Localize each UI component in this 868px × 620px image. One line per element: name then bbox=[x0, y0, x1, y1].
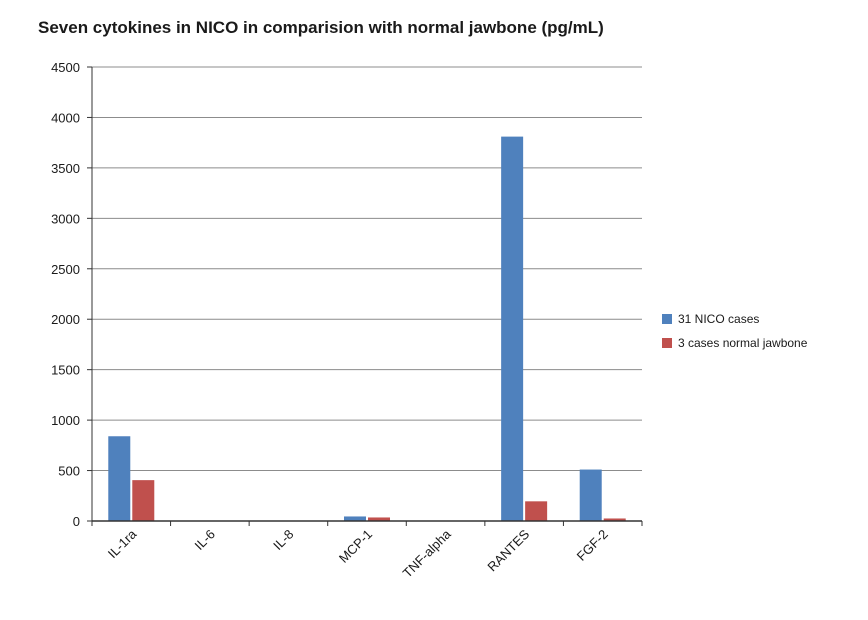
chart-title: Seven cytokines in NICO in comparision w… bbox=[38, 18, 604, 37]
x-axis-labels: IL-1ra IL-6 IL-8 MCP-1 TNF-alpha RANTES FGF-2 bbox=[105, 526, 611, 581]
y-tick-label: 2000 bbox=[51, 312, 80, 327]
legend: 31 NICO cases 3 cases normal jawbone bbox=[662, 307, 807, 355]
y-tick-label: 4000 bbox=[51, 110, 80, 125]
x-tick-label: FGF-2 bbox=[574, 527, 611, 564]
legend-item-normal: 3 cases normal jawbone bbox=[662, 331, 807, 355]
axes bbox=[91, 67, 643, 526]
gridlines bbox=[92, 66, 642, 472]
x-tick-label: RANTES bbox=[484, 526, 532, 574]
legend-label-normal: 3 cases normal jawbone bbox=[678, 336, 808, 350]
bar-mcp-1-normal bbox=[368, 517, 390, 521]
y-tick-label: 3000 bbox=[51, 211, 80, 226]
y-tick-label: 0 bbox=[73, 514, 80, 529]
y-tick-label: 1000 bbox=[51, 413, 80, 428]
bars bbox=[108, 136, 626, 521]
bar-il-1ra-normal bbox=[132, 480, 155, 521]
legend-swatch-normal bbox=[662, 338, 672, 348]
x-tick-label: MCP-1 bbox=[336, 527, 375, 566]
y-tick-label: 500 bbox=[58, 464, 80, 479]
bar-mcp-1-nico bbox=[344, 516, 366, 521]
x-tick-label: TNF-alpha bbox=[400, 526, 455, 581]
x-tick-label: IL-6 bbox=[192, 527, 218, 553]
y-tick-label: 2500 bbox=[51, 262, 80, 277]
bar-rantes-normal bbox=[525, 501, 548, 521]
bar-fgf-2-normal bbox=[603, 518, 626, 521]
y-tick-label: 4500 bbox=[51, 60, 80, 75]
x-tick-label: IL-8 bbox=[270, 527, 296, 553]
bar-rantes-nico bbox=[501, 136, 524, 521]
x-tick-label: IL-1ra bbox=[105, 526, 140, 561]
legend-label-nico: 31 NICO cases bbox=[678, 312, 760, 326]
bar-il-1ra-nico bbox=[108, 436, 131, 521]
y-tick-label: 1500 bbox=[51, 363, 80, 378]
y-tick-label: 3500 bbox=[51, 161, 80, 176]
legend-item-nico: 31 NICO cases bbox=[662, 307, 807, 331]
legend-swatch-nico bbox=[662, 314, 672, 324]
y-axis-ticks: 0 500 1000 1500 2000 2500 3000 3500 4000 4500 bbox=[51, 60, 92, 529]
bar-fgf-2-nico bbox=[579, 469, 602, 521]
